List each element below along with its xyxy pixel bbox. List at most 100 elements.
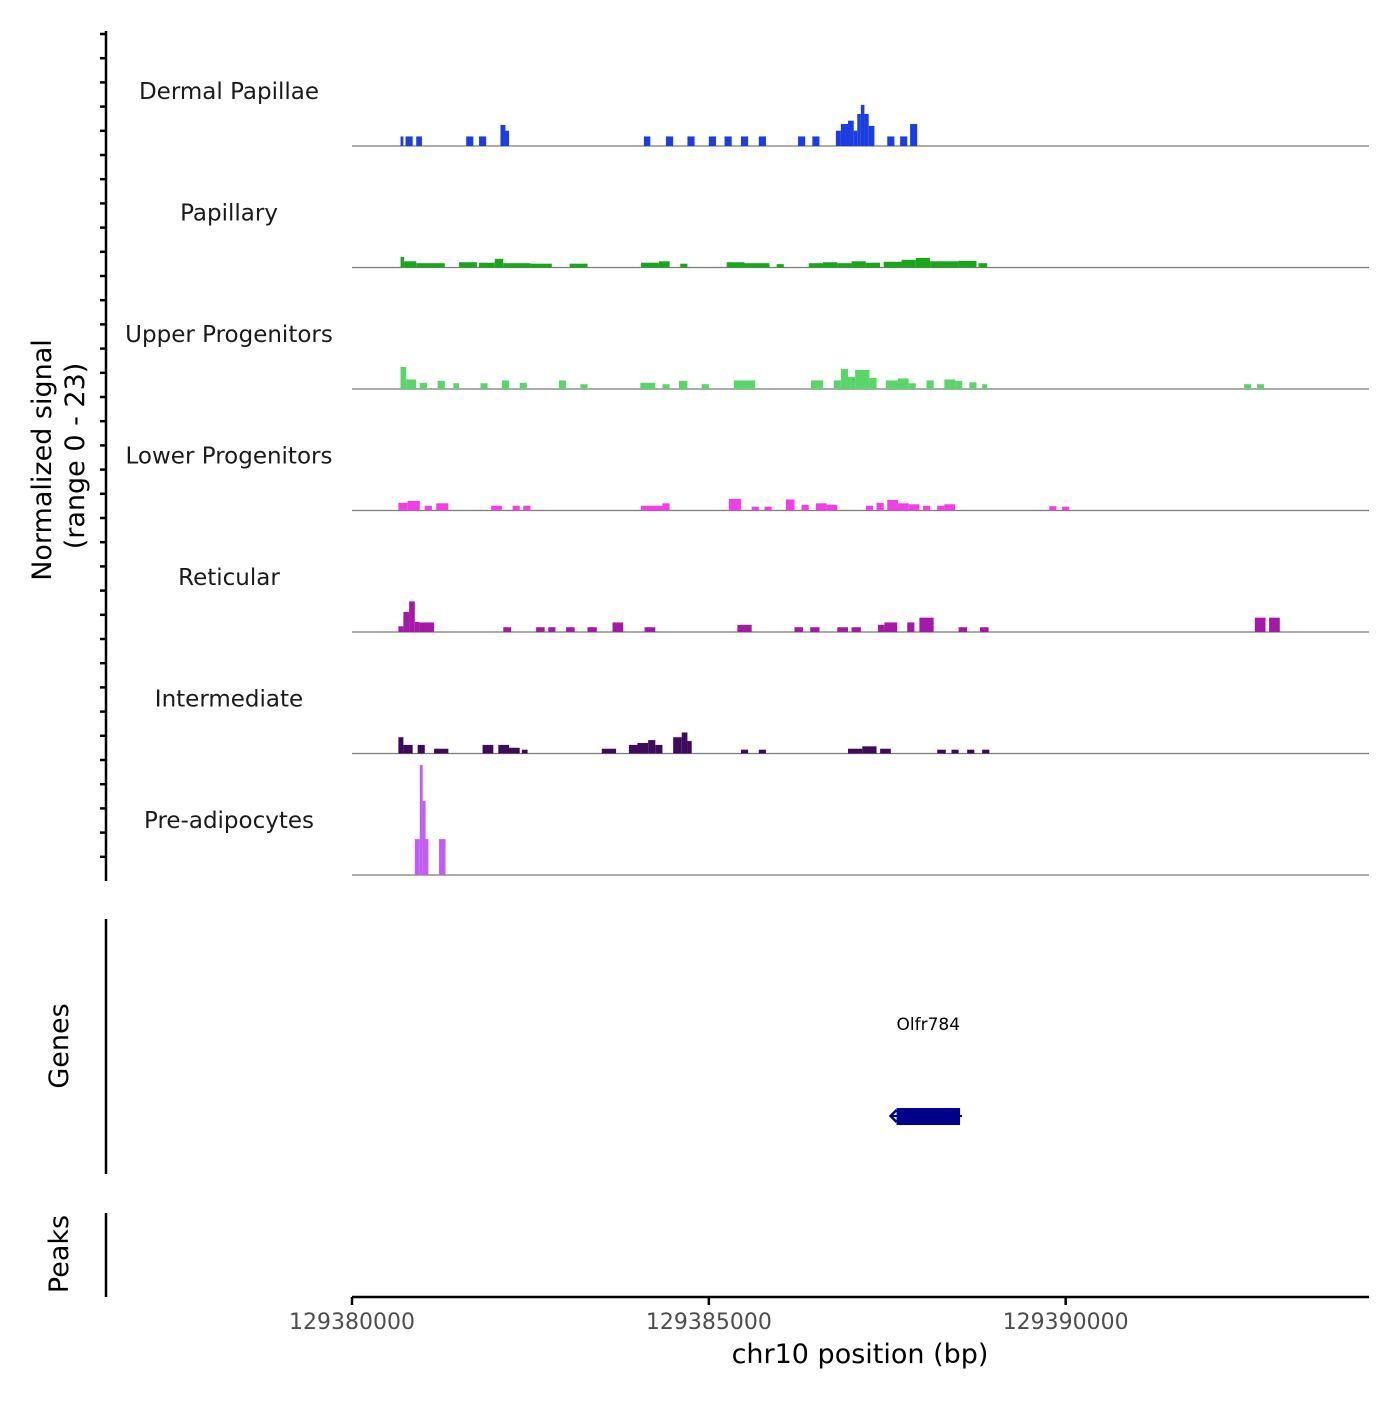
signal-bar xyxy=(922,505,931,511)
signal-bar xyxy=(523,505,531,511)
signal-bar xyxy=(419,382,427,389)
signal-bar xyxy=(751,506,759,511)
signal-bar xyxy=(434,748,449,754)
signal-bar xyxy=(405,136,413,146)
signal-bar xyxy=(398,502,408,511)
signal-bar xyxy=(530,263,552,268)
signal-bar xyxy=(419,622,435,632)
signal-bar xyxy=(776,264,784,268)
signal-bar xyxy=(733,380,756,389)
signal-bar xyxy=(1254,617,1266,632)
signal-bar xyxy=(612,622,624,632)
signal-bar xyxy=(885,380,898,389)
signal-bar xyxy=(687,136,695,146)
x-axis-ticks: 129380000 129385000 129390000 xyxy=(289,1297,1129,1335)
signal-bar xyxy=(1269,617,1280,632)
track-reticular: Reticular xyxy=(178,565,1369,633)
signal-bar xyxy=(810,380,824,389)
signal-bar xyxy=(400,367,407,389)
signal-bar xyxy=(958,260,977,268)
signal-bar xyxy=(876,502,884,511)
signal-bar xyxy=(519,382,527,389)
gene-track: Olfr784 xyxy=(888,1015,963,1125)
signal-bar xyxy=(724,136,732,146)
signal-bar xyxy=(424,505,432,511)
signal-bar xyxy=(655,744,663,754)
track-intermediate: Intermediate xyxy=(155,687,1369,755)
signal-bar xyxy=(1049,506,1057,511)
signal-bar xyxy=(930,261,959,268)
track-lower-progenitors: Lower Progenitors xyxy=(126,444,1369,512)
signal-bar xyxy=(944,504,956,511)
signal-bar xyxy=(558,380,567,389)
signal-bar xyxy=(480,383,488,389)
signal-bar xyxy=(855,369,870,389)
signal-bar xyxy=(628,744,638,754)
track-label: Lower Progenitors xyxy=(126,444,333,470)
signal-bar xyxy=(926,380,934,389)
signal-bar xyxy=(919,617,934,632)
signal-bar xyxy=(587,627,597,632)
signal-bar xyxy=(910,124,918,146)
signal-bar xyxy=(937,749,946,754)
signal-bar xyxy=(640,382,656,389)
signal-bar xyxy=(900,136,908,146)
signal-bar xyxy=(823,262,838,268)
signal-bar xyxy=(548,627,556,632)
signal-bar xyxy=(406,379,417,389)
signal-bar xyxy=(785,499,795,511)
signal-bar xyxy=(758,749,766,754)
signal-bar xyxy=(503,627,512,632)
peaks-panel-label: Peaks xyxy=(44,1215,75,1293)
signal-bar xyxy=(798,136,806,146)
signal-bar xyxy=(982,384,988,389)
signal-bar xyxy=(409,601,415,632)
signal-bar xyxy=(840,368,849,389)
signal-bar xyxy=(453,383,460,389)
signal-bar xyxy=(1244,384,1252,389)
signal-bar xyxy=(641,505,663,511)
signal-bar xyxy=(566,627,575,632)
signal-bar xyxy=(837,263,852,268)
signal-bar xyxy=(439,839,446,875)
signal-bar xyxy=(666,136,674,146)
signal-bar xyxy=(848,748,863,754)
signal-bar xyxy=(662,503,670,511)
signal-bar xyxy=(680,263,688,268)
signal-bar xyxy=(422,800,426,875)
signal-bar xyxy=(491,505,502,511)
signal-bar xyxy=(641,262,659,268)
track-label: Reticular xyxy=(178,565,280,591)
signal-bar xyxy=(521,749,528,754)
signal-bar xyxy=(479,136,487,146)
signal-bar xyxy=(740,749,749,754)
signal-bar xyxy=(851,261,866,268)
signal-bar xyxy=(908,383,916,389)
signal-bar xyxy=(503,263,531,268)
signal-bar xyxy=(744,263,770,268)
signal-bar xyxy=(436,503,449,511)
signal-bar xyxy=(403,611,410,632)
signal-bar xyxy=(569,263,588,268)
signal-bar xyxy=(887,136,895,146)
signal-bar xyxy=(498,744,510,754)
signal-bar xyxy=(701,384,709,389)
signal-bar xyxy=(883,261,902,268)
signal-bar xyxy=(501,380,510,389)
signal-bar xyxy=(864,113,869,146)
signal-bar xyxy=(673,737,682,754)
signal-bar xyxy=(794,627,804,632)
signal-bar xyxy=(869,378,877,389)
signal-bar xyxy=(1256,384,1265,389)
track-label: Upper Progenitors xyxy=(125,322,333,348)
signal-bar xyxy=(907,622,915,632)
signal-bar xyxy=(853,130,858,146)
signal-bar xyxy=(459,262,477,268)
signal-bar xyxy=(958,627,968,632)
signal-bar xyxy=(687,741,692,754)
signal-bar xyxy=(400,136,404,146)
genes-panel-label: Genes xyxy=(44,1003,75,1088)
x-tick-label: 129390000 xyxy=(1003,1310,1129,1335)
signal-bar xyxy=(808,263,824,268)
